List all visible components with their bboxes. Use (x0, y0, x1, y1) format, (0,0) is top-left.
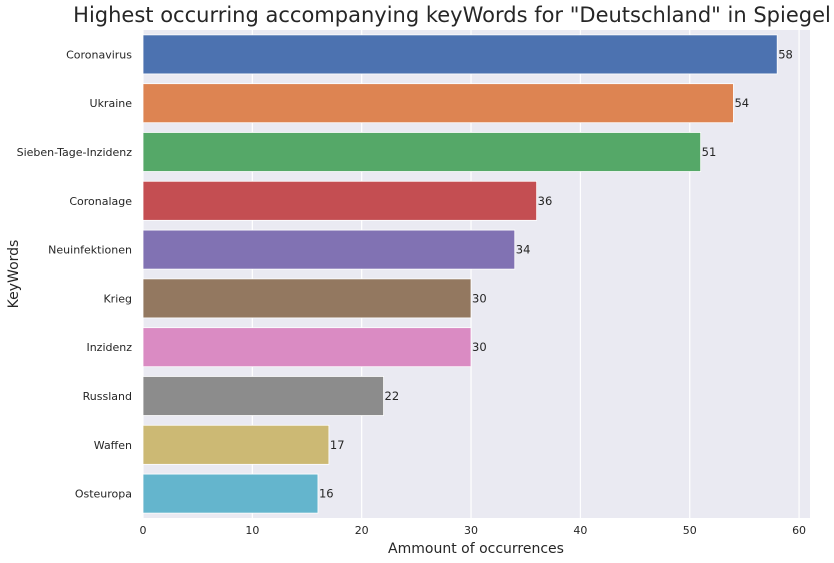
y-tick-label: Ukraine (90, 97, 133, 110)
chart-title: Highest occurring accompanying keyWords … (73, 3, 831, 27)
x-tick-label: 0 (140, 524, 147, 537)
y-tick-label: Neuinfektionen (48, 244, 132, 257)
y-axis-title: KeyWords (6, 240, 22, 309)
y-tick-label: Sieben-Tage-Inzidenz (17, 146, 133, 159)
bar-value-label: 16 (319, 487, 334, 501)
bar (142, 132, 702, 172)
bar-value-label: 34 (516, 243, 531, 257)
bar-value-label: 17 (330, 438, 345, 452)
bar-value-label: 22 (385, 389, 400, 403)
y-tick-label: Waffen (94, 439, 132, 452)
x-tick-label: 10 (245, 524, 259, 537)
x-tick-label: 30 (464, 524, 478, 537)
data-labels: 58 54 51 36 34 30 30 22 17 16 (319, 47, 793, 500)
bar-value-label: 51 (702, 145, 717, 159)
y-tick-label: Russland (83, 390, 132, 403)
bar-value-label: 58 (778, 47, 793, 61)
bar (142, 376, 384, 416)
bar (142, 327, 472, 368)
x-tick-label: 50 (683, 524, 697, 537)
bars (142, 34, 778, 514)
y-tick-labels: Coronavirus Ukraine Sieben-Tage-Inzidenz Co… (17, 48, 133, 500)
x-tick-label: 20 (355, 524, 369, 537)
bar-value-label: 54 (734, 96, 749, 110)
x-axis-title: Ammount of occurrences (388, 541, 564, 557)
bar (142, 424, 330, 465)
y-tick-label: Coronavirus (66, 48, 132, 61)
y-tick-label: Inzidenz (86, 341, 132, 354)
y-tick-label: Coronalage (69, 195, 132, 208)
x-tick-labels: 0 10 20 30 40 50 60 (140, 524, 807, 537)
bar-value-label: 30 (472, 340, 487, 354)
x-tick-label: 40 (573, 524, 587, 537)
bar (142, 473, 319, 514)
bar (142, 34, 778, 75)
bar (142, 229, 516, 270)
bar (142, 180, 538, 221)
y-tick-label: Krieg (103, 292, 132, 305)
bar (142, 278, 472, 319)
bar-value-label: 36 (538, 194, 553, 208)
x-tick-label: 60 (792, 524, 806, 537)
bar-value-label: 30 (472, 291, 487, 305)
y-tick-label: Osteuropa (75, 488, 132, 501)
bar (142, 83, 734, 124)
